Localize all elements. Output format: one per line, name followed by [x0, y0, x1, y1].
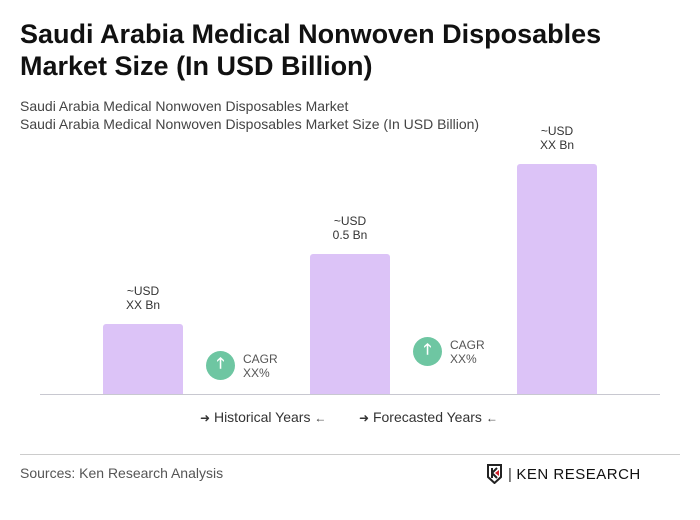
- bar-data-label-1: ~USD XX Bn: [125, 284, 161, 312]
- bar-1: [103, 324, 183, 394]
- arrow-right-icon: ➜: [359, 411, 370, 425]
- chart-subtitle: Saudi Arabia Medical Nonwoven Disposable…: [20, 98, 349, 114]
- legend-label: Historical Years: [213, 409, 311, 425]
- arrow-left-icon: ←: [485, 411, 498, 425]
- cagr-badge-1: 🡑 CAGR XX%: [206, 351, 278, 380]
- chart-subtitle-2: Saudi Arabia Medical Nonwoven Disposable…: [20, 116, 480, 132]
- cagr-value: XX%: [243, 365, 270, 380]
- arrow-left-icon: ←: [314, 411, 327, 425]
- legend-forecasted: ➜ Forecasted Years ←: [359, 409, 498, 425]
- arrow-right-icon: ➜: [200, 411, 211, 425]
- cagr-value: XX%: [450, 351, 477, 366]
- logo-mark-icon: [487, 464, 502, 484]
- cagr-label: CAGR: [243, 351, 278, 366]
- legend-label: Forecasted Years: [372, 409, 482, 425]
- legend-historical: ➜ Historical Years ←: [200, 409, 326, 425]
- arrow-up-icon: 🡑: [206, 351, 235, 380]
- bar-3: [517, 164, 597, 394]
- cagr-label: CAGR: [450, 337, 485, 352]
- cagr-badge-2: 🡑 CAGR XX%: [413, 337, 485, 366]
- bar-data-label-3: ~USD XX Bn: [539, 124, 575, 153]
- footer-divider: [20, 454, 680, 455]
- x-axis-line: [40, 394, 660, 395]
- chart-title: Saudi Arabia Medical Nonwoven Disposable…: [20, 19, 602, 81]
- bar-2: [310, 254, 390, 394]
- bar-data-label-2: ~USD 0.5 Bn: [332, 214, 368, 242]
- source-text: Sources: Ken Research Analysis: [20, 465, 224, 481]
- arrow-up-icon: 🡑: [413, 337, 442, 366]
- logo-text: KEN RESEARCH: [516, 465, 641, 483]
- ken-research-logo: | KEN RESEARCH: [486, 464, 641, 484]
